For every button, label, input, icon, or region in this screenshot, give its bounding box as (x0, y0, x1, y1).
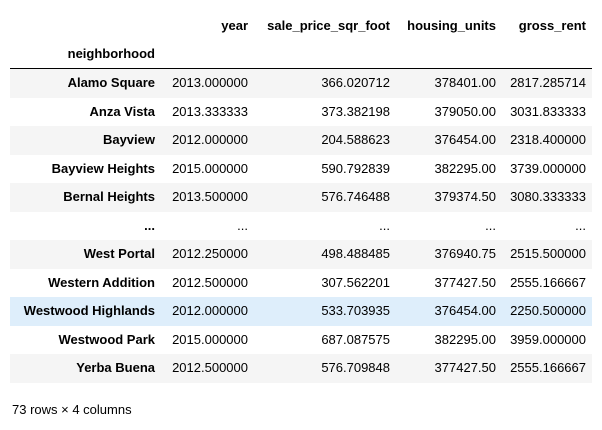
cell-sale-price-sqr-foot: ... (379, 217, 390, 233)
cell-year: 2012.000000 (172, 132, 248, 147)
cell-year: 2013.333333 (172, 103, 248, 119)
cell-gross-rent: 2817.285714 (510, 75, 586, 90)
cell-housing-units: 376454.00 (434, 132, 496, 147)
row-index-label: Anza Vista (89, 103, 155, 119)
cell-housing-units: 382295.00 (434, 331, 496, 347)
table-row: Yerba Buena 2012.500000 576.709848 377427.5… (10, 354, 592, 383)
table-row: Anza Vista 2013.333333 373.382198 379050.00… (10, 97, 592, 126)
cell-gross-rent: 2250.500000 (510, 303, 586, 318)
cell-gross-rent: 3080.333333 (510, 189, 586, 204)
row-index-label: Alamo Square (67, 75, 155, 90)
index-name-row: neighborhood (10, 39, 592, 69)
row-index-label: Western Addition (48, 274, 155, 290)
cell-sale-price-sqr-foot: 498.488485 (321, 246, 390, 261)
cell-gross-rent: 3959.000000 (510, 331, 586, 347)
cell-gross-rent: ... (575, 217, 586, 233)
cell-gross-rent: 2555.166667 (510, 274, 586, 290)
row-index-label: ... (144, 217, 155, 233)
cell-sale-price-sqr-foot: 576.746488 (321, 189, 390, 204)
table-body: Alamo Square 2013.000000 366.020712 378401.… (10, 68, 592, 383)
cell-housing-units: 377427.50 (434, 274, 496, 290)
dataframe-shape-note: 73 rows × 4 columns (12, 402, 132, 417)
table-row: ............... (10, 211, 592, 240)
cell-year: 2013.500000 (172, 189, 248, 204)
cell-housing-units: 376454.00 (434, 303, 496, 318)
table-row: Bayview 2012.000000 204.588623 376454.00 231… (10, 126, 592, 155)
cell-gross-rent: 2555.166667 (510, 360, 586, 375)
cell-year: 2012.250000 (172, 246, 248, 261)
column-header-sale-price-sqr-foot: sale_price_sqr_foot (267, 18, 390, 33)
cell-housing-units: 376940.75 (434, 246, 496, 261)
cell-housing-units: 378401.00 (434, 75, 496, 90)
table-row: Westwood Highlands 2012.000000 533.703935 3… (10, 297, 592, 326)
cell-year: 2012.500000 (172, 360, 248, 375)
index-name-row-blank (161, 39, 254, 69)
cell-gross-rent: 3031.833333 (510, 103, 586, 119)
row-index-label: Yerba Buena (76, 360, 155, 375)
table-row: Bayview Heights 2015.000000 590.792839 3822… (10, 154, 592, 183)
cell-sale-price-sqr-foot: 307.562201 (321, 274, 390, 290)
cell-year: 2015.000000 (172, 331, 248, 347)
cell-sale-price-sqr-foot: 576.709848 (321, 360, 390, 375)
index-name-row-blank (254, 39, 396, 69)
cell-year: 2015.000000 (172, 160, 248, 176)
cell-gross-rent: 2318.400000 (510, 132, 586, 147)
cell-housing-units: 379050.00 (434, 103, 496, 119)
cell-sale-price-sqr-foot: 533.703935 (321, 303, 390, 318)
row-index-label: Bernal Heights (63, 189, 155, 204)
index-name-row-blank (502, 39, 592, 69)
column-header-row: year sale_price_sqr_foot housing_units g… (10, 12, 592, 39)
table-row: Alamo Square 2013.000000 366.020712 378401.… (10, 68, 592, 98)
cell-year: 2012.500000 (172, 274, 248, 290)
index-corner-cell (10, 12, 161, 39)
cell-housing-units: 379374.50 (434, 189, 496, 204)
cell-housing-units: 377427.50 (434, 360, 496, 375)
index-name-row-blank (396, 39, 502, 69)
row-index-label: Bayview Heights (51, 160, 155, 176)
column-header-year: year (221, 18, 248, 33)
row-index-label: Westwood Highlands (23, 303, 155, 318)
table-row: Bernal Heights 2013.500000 576.746488 37937… (10, 183, 592, 212)
cell-sale-price-sqr-foot: 204.588623 (321, 132, 390, 147)
cell-year: ... (237, 217, 248, 233)
column-header-housing-units: housing_units (407, 18, 496, 33)
dataframe-output: year sale_price_sqr_foot housing_units g… (10, 12, 594, 383)
row-index-label: Westwood Park (58, 331, 155, 347)
index-name-header: neighborhood (10, 39, 161, 69)
cell-sale-price-sqr-foot: 366.020712 (321, 75, 390, 90)
cell-sale-price-sqr-foot: 687.087575 (321, 331, 390, 347)
cell-year: 2013.000000 (172, 75, 248, 90)
cell-sale-price-sqr-foot: 373.382198 (321, 103, 390, 119)
cell-gross-rent: 3739.000000 (510, 160, 586, 176)
cell-sale-price-sqr-foot: 590.792839 (321, 160, 390, 176)
table-header: year sale_price_sqr_foot housing_units g… (10, 12, 592, 69)
table-row: Westwood Park 2015.000000 687.087575 382295… (10, 325, 592, 354)
dataframe-table: year sale_price_sqr_foot housing_units g… (10, 12, 592, 383)
cell-housing-units: 382295.00 (434, 160, 496, 176)
table-row: West Portal 2012.250000 498.488485 376940.7… (10, 240, 592, 269)
cell-gross-rent: 2515.500000 (510, 246, 586, 261)
table-row: Western Addition 2012.500000 307.562201 377… (10, 268, 592, 297)
cell-year: 2012.000000 (172, 303, 248, 318)
cell-housing-units: ... (485, 217, 496, 233)
row-index-label: West Portal (83, 246, 155, 261)
row-index-label: Bayview (102, 132, 155, 147)
column-header-gross-rent: gross_rent (518, 18, 586, 33)
